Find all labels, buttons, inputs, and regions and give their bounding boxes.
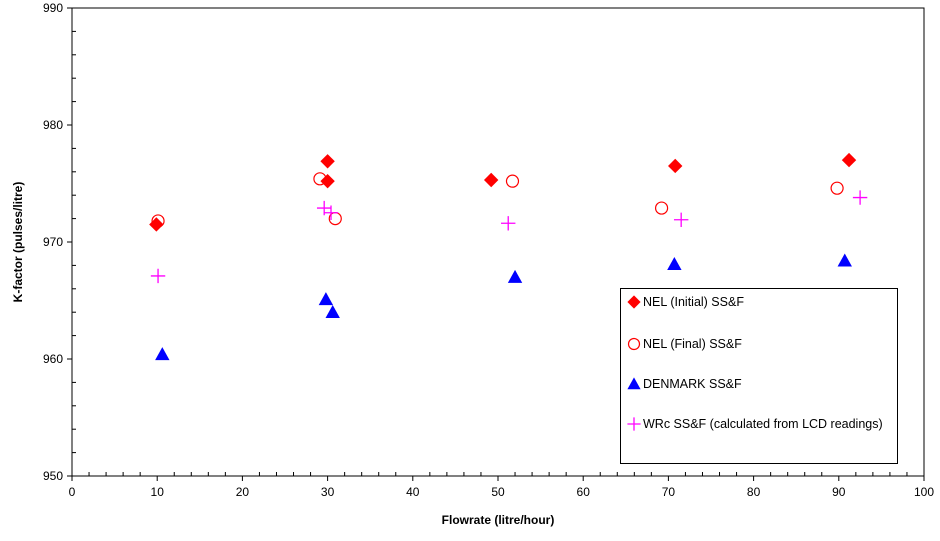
plus-icon: [627, 417, 641, 431]
triangle-icon: [627, 377, 641, 390]
diamond-icon: [627, 295, 641, 309]
data-point: [149, 217, 164, 232]
legend-item-wrc: WRc SS&F (calculated from LCD readings): [627, 417, 891, 431]
x-tick-label: 0: [69, 485, 76, 499]
x-tick-label: 10: [151, 485, 165, 499]
y-tick-label: 980: [43, 118, 63, 132]
y-tick-label: 990: [43, 1, 63, 15]
x-tick-label: 90: [832, 485, 846, 499]
data-point: [155, 347, 170, 361]
y-tick-label: 950: [43, 469, 63, 483]
x-tick-label: 100: [914, 485, 934, 499]
data-point: [313, 172, 327, 186]
series-3: [150, 190, 868, 284]
y-axis-title: K-factor (pulses/litre): [11, 182, 25, 303]
data-point: [323, 205, 339, 220]
legend-label: DENMARK SS&F: [643, 377, 742, 391]
legend-marker: [627, 377, 641, 390]
data-point: [320, 173, 335, 189]
series-2: [155, 253, 852, 361]
legend-marker: [627, 417, 641, 431]
data-point: [505, 174, 520, 188]
data-point: [852, 190, 868, 205]
data-points: [149, 152, 868, 361]
legend-label: NEL (Initial) SS&F: [643, 295, 744, 309]
open-circle-icon: [627, 337, 641, 351]
data-point: [320, 154, 335, 169]
x-tick-label: 80: [747, 485, 761, 499]
series-1: [151, 172, 844, 228]
series-0: [149, 152, 857, 232]
x-tick-label: 70: [662, 485, 676, 499]
legend: NEL (Initial) SS&F NEL (Final) SS&F DENM…: [620, 288, 898, 464]
tick-labels: 950 960 970 980 990 0 10 20 30 40 50 60 70 80 90 100: [43, 1, 934, 499]
data-point: [673, 212, 689, 227]
x-tick-label: 40: [406, 485, 420, 499]
legend-item-nel-initial: NEL (Initial) SS&F: [627, 295, 891, 309]
data-point: [507, 269, 523, 283]
legend-marker: [627, 295, 641, 309]
data-point: [837, 253, 852, 267]
data-point: [841, 152, 857, 168]
x-tick-label: 30: [321, 485, 335, 499]
legend-marker: [627, 337, 641, 351]
data-point: [830, 181, 844, 195]
y-tick-label: 960: [43, 352, 63, 366]
data-point: [151, 214, 165, 228]
legend-item-nel-final: NEL (Final) SS&F: [627, 337, 891, 351]
data-point: [501, 216, 516, 231]
data-point: [667, 257, 682, 270]
x-tick-label: 20: [236, 485, 250, 499]
x-tick-label: 50: [491, 485, 505, 499]
data-point: [483, 172, 499, 188]
axes: [67, 7, 925, 481]
data-point: [325, 305, 340, 318]
data-point: [318, 292, 334, 306]
legend-label: NEL (Final) SS&F: [643, 337, 742, 351]
y-tick-label: 970: [43, 235, 63, 249]
x-tick-label: 60: [577, 485, 591, 499]
data-point: [150, 268, 166, 284]
legend-label: WRc SS&F (calculated from LCD readings): [643, 417, 883, 431]
legend-item-denmark: DENMARK SS&F: [627, 377, 891, 391]
data-point: [668, 158, 683, 174]
x-axis-title: Flowrate (litre/hour): [442, 513, 555, 527]
data-point: [654, 201, 669, 215]
